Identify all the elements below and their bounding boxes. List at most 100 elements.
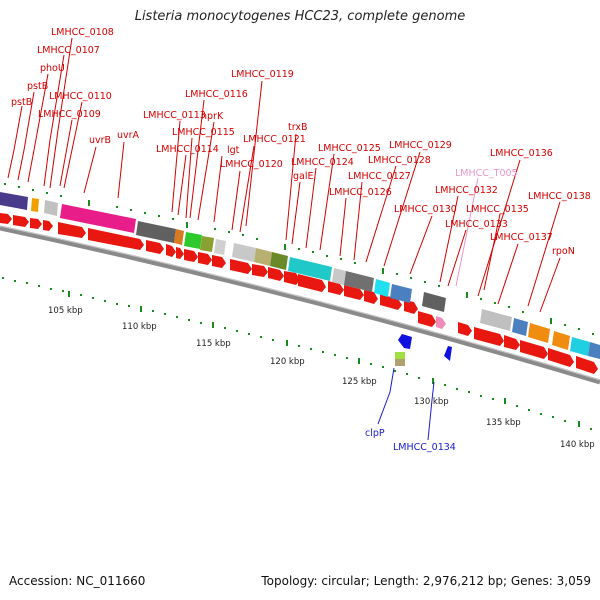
feature-block[interactable] [395,359,405,366]
gene-arrow[interactable] [458,322,472,336]
feature-block[interactable] [60,204,136,233]
gene-label[interactable]: phoU [40,63,65,74]
feature-block[interactable] [288,257,332,281]
gene-arrow[interactable] [184,249,198,262]
gene-arrow[interactable] [198,252,212,265]
gene-arrow[interactable] [284,271,300,285]
gene-arrow[interactable] [0,213,12,224]
feature-block[interactable] [332,268,346,285]
gene-label[interactable]: LMHCC_0126 [329,187,392,198]
gene-label[interactable]: LMHCC_0132 [435,185,498,196]
gene-label[interactable]: trxB [288,122,308,133]
gene-arrow[interactable] [380,294,402,310]
gene-label[interactable]: LMHCC_0114 [156,144,219,155]
gene-label[interactable]: lgt [227,145,240,156]
gene-label[interactable]: LMHCC_0127 [348,171,411,182]
feature-block[interactable] [512,318,528,336]
feature-block[interactable] [136,221,176,243]
axis-label: 135 kbp [486,418,521,428]
feature-block[interactable] [480,309,512,331]
gene-label[interactable]: clpP [365,428,385,439]
gene-arrow[interactable] [576,356,598,374]
gene-label[interactable]: uvrB [89,135,111,146]
gene-arrow[interactable] [520,340,548,359]
feature-block[interactable] [374,279,390,297]
gene-label[interactable]: LMHCC_0136 [490,148,553,159]
gene-arrow[interactable] [548,348,574,367]
gene-label[interactable]: LMHCC_0138 [528,191,591,202]
gene-label[interactable]: LMHCC_0108 [51,27,114,38]
feature-block[interactable] [200,236,214,252]
gene-label[interactable]: LMHCC_0130 [394,204,457,215]
gene-arrow[interactable] [474,327,504,346]
reverse-features [395,334,452,366]
gene-label[interactable]: LMHCC_0137 [490,232,553,243]
gene-arrow[interactable] [230,259,252,274]
gene-arrow[interactable] [212,255,226,268]
gene-label[interactable]: LMHCC_0129 [389,140,452,151]
gene-arrow[interactable] [252,264,268,277]
gene-arrow[interactable] [328,281,344,295]
gene-arrow[interactable] [418,311,436,327]
axis-label: 105 kbp [48,306,83,316]
gene-label[interactable]: rpoN [552,246,575,257]
feature-block[interactable] [270,252,288,270]
gene-label[interactable]: LMHCC_0120 [220,159,283,170]
trna-arrow[interactable] [436,316,446,329]
reverse-gene-arrow[interactable] [444,346,452,361]
gene-label[interactable]: LMHCC_0125 [318,143,381,154]
gene-label[interactable]: LMHCC_0116 [185,89,248,100]
gene-label[interactable]: uvrA [117,130,140,141]
reverse-gene-arrow[interactable] [398,334,412,349]
gene-label[interactable]: pstB [27,81,48,92]
gene-arrow[interactable] [364,290,378,304]
feature-block[interactable] [422,292,446,312]
axis-label: 110 kbp [122,322,157,332]
gene-arrow[interactable] [298,274,326,292]
rna-label[interactable]: LMHCC_T005 [455,168,518,179]
gene-label[interactable]: LMHCC_0135 [466,204,529,215]
feature-block[interactable] [395,352,405,359]
feature-block[interactable] [254,248,272,266]
gene-arrow[interactable] [43,220,53,231]
feature-block[interactable] [214,239,226,255]
gene-label[interactable]: galE [293,171,314,182]
gene-label[interactable]: hprK [201,111,224,122]
gene-arrow[interactable] [88,228,144,250]
gene-arrow[interactable] [166,244,176,257]
gene-label[interactable]: LMHCC_0128 [368,155,431,166]
feature-block[interactable] [528,323,550,343]
gene-label[interactable]: LMHCC_0113 [143,110,206,121]
feature-block[interactable] [0,192,28,210]
gene-label[interactable]: pstB [11,97,32,108]
gene-arrow[interactable] [13,215,29,227]
map-title: Listeria monocytogenes HCC23, complete g… [134,9,466,24]
feature-block[interactable] [184,232,202,249]
gene-arrow[interactable] [30,218,42,229]
feature-block[interactable] [390,284,412,303]
gene-arrow[interactable] [268,267,284,281]
gene-arrow[interactable] [404,300,418,314]
forward-labels: pstB pstB phoU LMHCC_0107 LMHCC_0108 LMH… [11,27,591,257]
feature-block[interactable] [552,331,570,350]
gene-label[interactable]: LMHCC_0110 [49,91,112,102]
feature-block[interactable] [570,337,590,356]
feature-block[interactable] [44,200,58,216]
gene-label[interactable]: LMHCC_0121 [243,134,306,145]
gene-arrow[interactable] [146,240,164,254]
gene-arrow[interactable] [176,247,184,259]
gene-arrow[interactable] [58,222,86,238]
gene-label[interactable]: LMHCC_0119 [231,69,294,80]
feature-block[interactable] [174,229,184,245]
gene-label[interactable]: LMHCC_0133 [445,219,508,230]
gene-label[interactable]: LMHCC_0115 [172,127,235,138]
gene-label[interactable]: LMHCC_0124 [291,157,354,168]
gene-arrow[interactable] [504,335,520,350]
gene-label[interactable]: LMHCC_0107 [37,45,100,56]
feature-block[interactable] [588,342,600,359]
feature-block[interactable] [232,243,256,262]
feature-block[interactable] [31,198,39,212]
feature-block[interactable] [344,271,374,292]
gene-label[interactable]: LMHCC_0109 [38,109,101,120]
gene-label[interactable]: LMHCC_0134 [393,442,456,453]
